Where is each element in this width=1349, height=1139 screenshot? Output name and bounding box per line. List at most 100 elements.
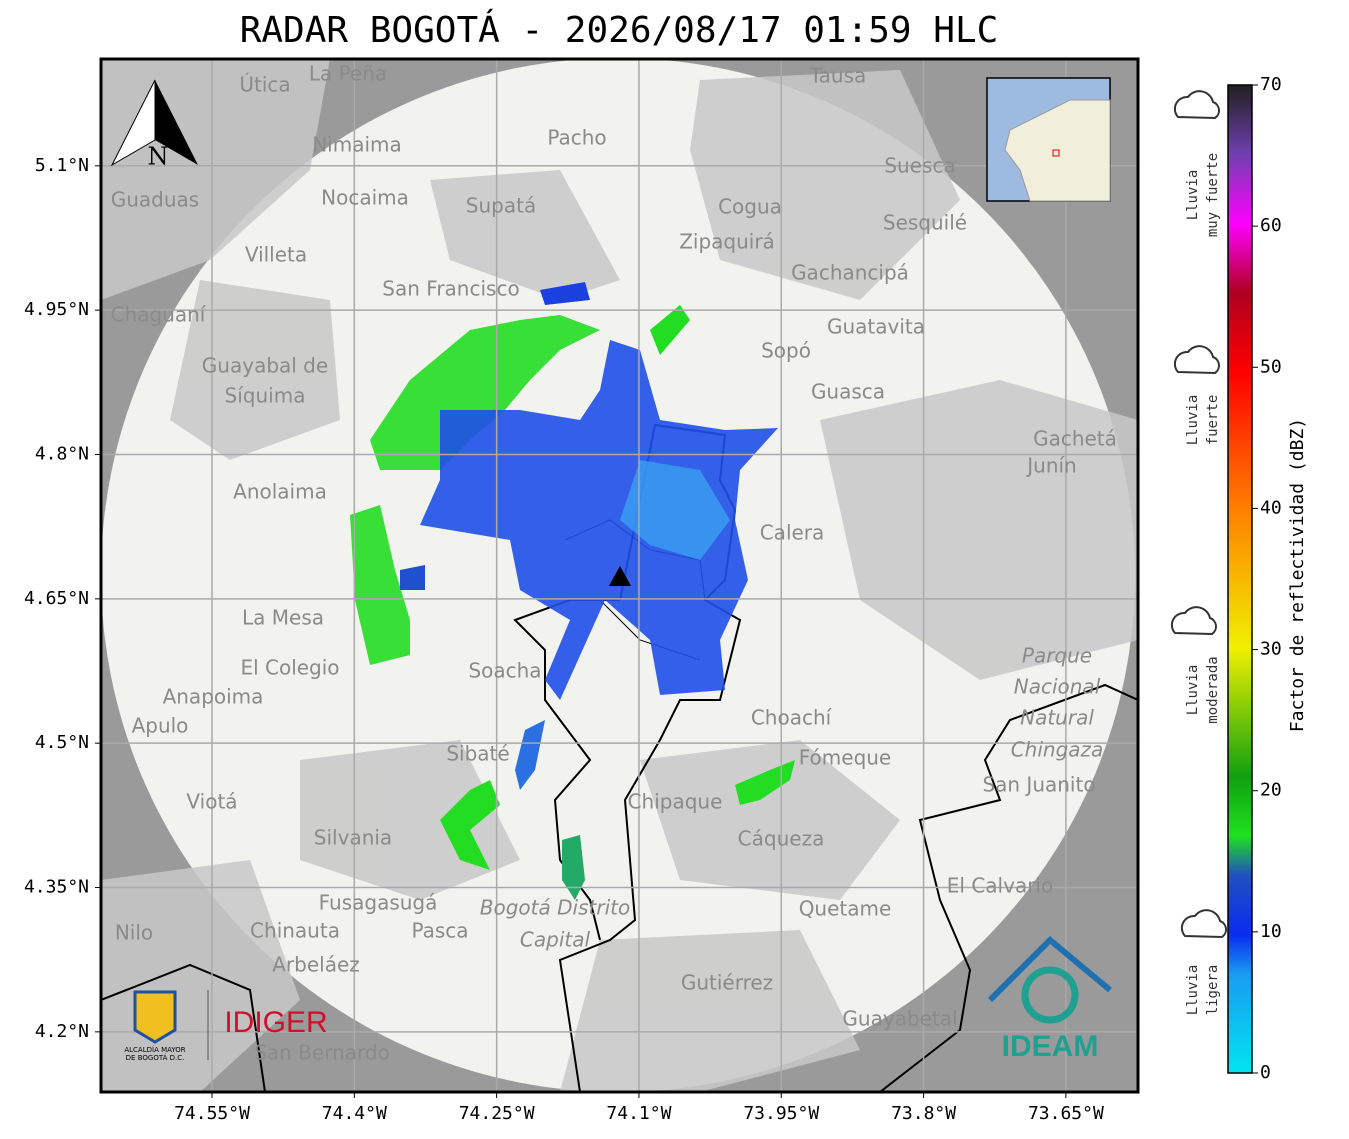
rain-label: moderada bbox=[1205, 656, 1221, 723]
place-label: El Calvario bbox=[947, 874, 1053, 898]
rain-label: Lluvia bbox=[1185, 395, 1201, 446]
place-label: Parque bbox=[1022, 644, 1092, 668]
x-tick-label: 74.55°W bbox=[174, 1103, 250, 1124]
colorbar-tick-label: 70 bbox=[1260, 74, 1282, 95]
place-label: Anapoima bbox=[163, 685, 264, 709]
overlay: 74.55°W 74.4°W 74.25°W 74.1°W 73.95°W 73.8°W 7… bbox=[24, 74, 1282, 1124]
ideam-logo: IDEAM bbox=[987, 935, 1112, 1063]
x-tick-label: 73.8°W bbox=[891, 1103, 956, 1124]
place-label: Gutiérrez bbox=[681, 971, 773, 995]
y-tick-label: 5.1°N bbox=[35, 155, 89, 176]
rain-icons bbox=[1170, 90, 1227, 939]
alcaldia-text: DE BOGOTÁ D.C. bbox=[126, 1053, 185, 1062]
radar-echoes bbox=[350, 282, 795, 900]
place-label: Capital bbox=[520, 928, 591, 952]
place-label: Chinauta bbox=[250, 919, 340, 943]
y-tick-label: 4.95°N bbox=[24, 299, 89, 320]
place-label: Fómeque bbox=[799, 746, 892, 770]
place-label: San Bernardo bbox=[254, 1041, 390, 1065]
y-tick-label: 4.65°N bbox=[24, 588, 89, 609]
place-label: Bogotá Distrito bbox=[480, 896, 630, 920]
place-label: Guaduas bbox=[111, 188, 199, 212]
place-label: Chaguaní bbox=[111, 303, 207, 327]
place-label: Junín bbox=[1025, 454, 1076, 478]
rain-label: ligera bbox=[1205, 965, 1221, 1016]
place-label: Cáqueza bbox=[738, 827, 825, 851]
place-label: Arbeláez bbox=[272, 953, 360, 977]
place-label: San Francisco bbox=[382, 277, 519, 301]
place-label: Silvania bbox=[314, 826, 392, 850]
idiger-text: IDIGER bbox=[224, 1006, 327, 1039]
place-label: Útica bbox=[239, 73, 290, 97]
x-tick-label: 73.65°W bbox=[1028, 1103, 1104, 1124]
colorbar-tick-label: 30 bbox=[1260, 639, 1282, 660]
place-label: Nocaima bbox=[321, 186, 409, 210]
rain-label: fuerte bbox=[1205, 395, 1221, 446]
colorbar-label: Factor de reflectividad (dBZ) bbox=[1287, 418, 1308, 732]
colorbar bbox=[1227, 84, 1253, 1074]
place-label: San Juanito bbox=[982, 773, 1095, 797]
place-label: Zipaquirá bbox=[679, 230, 775, 254]
place-label: Natural bbox=[1020, 706, 1094, 730]
alcaldia-text: ALCALDÍA MAYOR bbox=[124, 1045, 185, 1054]
rain-label: Lluvia bbox=[1185, 965, 1201, 1016]
place-label: Chingaza bbox=[1011, 738, 1104, 762]
x-tick-label: 74.1°W bbox=[606, 1103, 671, 1124]
place-label: Soacha bbox=[468, 659, 541, 683]
place-label: El Colegio bbox=[240, 656, 339, 680]
place-label: Anolaima bbox=[233, 480, 327, 504]
x-tick-label: 74.4°W bbox=[322, 1103, 387, 1124]
place-label: Supatá bbox=[466, 194, 536, 218]
place-label: Cogua bbox=[718, 195, 782, 219]
map-frame bbox=[99, 57, 1140, 1094]
place-label: Tausa bbox=[809, 64, 867, 88]
y-tick-label: 4.35°N bbox=[24, 877, 89, 898]
place-label: Chipaque bbox=[628, 790, 723, 814]
colorbar-tick-label: 60 bbox=[1260, 215, 1282, 236]
place-label: Nilo bbox=[115, 921, 153, 945]
title: RADAR BOGOTÁ - 2026/08/17 01:59 HLC bbox=[240, 9, 999, 51]
rain-label: muy fuerte bbox=[1205, 153, 1221, 237]
north-label: N bbox=[148, 143, 169, 171]
place-label: Fusagasugá bbox=[319, 891, 438, 915]
place-label: Pasca bbox=[411, 919, 468, 943]
x-tick-label: 73.95°W bbox=[743, 1103, 819, 1124]
place-label: Nacional bbox=[1014, 675, 1101, 699]
y-tick-label: 4.2°N bbox=[35, 1021, 89, 1042]
colorbar-tick-label: 50 bbox=[1260, 356, 1282, 377]
place-label: Gachancipá bbox=[791, 261, 909, 285]
place-label: Villeta bbox=[245, 243, 307, 267]
place-label: Guatavita bbox=[827, 315, 925, 339]
place-label: Calera bbox=[760, 521, 825, 545]
map: La Peña Útica Tausa Pacho Nimaima Guaduas Noca… bbox=[101, 59, 1138, 1092]
colorbar-tick-label: 40 bbox=[1260, 497, 1282, 518]
colorbar-tick-label: 20 bbox=[1260, 780, 1282, 801]
place-label: Suesca bbox=[884, 154, 955, 178]
place-label: Guasca bbox=[811, 380, 885, 404]
place-label: Choachí bbox=[751, 706, 833, 730]
place-label: Sibaté bbox=[446, 742, 509, 766]
places: La Peña Útica Tausa Pacho Nimaima Guaduas Noca… bbox=[111, 62, 1117, 1065]
rain-label: Lluvia bbox=[1185, 665, 1201, 716]
inset-map bbox=[986, 77, 1111, 202]
alcaldia-logo: ALCALDÍA MAYOR DE BOGOTÁ D.C. IDIGER bbox=[124, 990, 328, 1062]
place-label: Apulo bbox=[132, 714, 189, 738]
place-label: Quetame bbox=[799, 897, 892, 921]
place-label: La Mesa bbox=[242, 606, 324, 630]
radar-site bbox=[609, 566, 631, 586]
x-tick-label: 74.25°W bbox=[459, 1103, 535, 1124]
place-label: Sesquilé bbox=[883, 211, 967, 235]
colorbar-tick-label: 0 bbox=[1260, 1062, 1271, 1083]
y-tick-label: 4.8°N bbox=[35, 443, 89, 464]
y-tick-label: 4.5°N bbox=[35, 732, 89, 753]
place-label: Pacho bbox=[547, 126, 606, 150]
place-label: Gachetá bbox=[1033, 427, 1117, 451]
ideam-text: IDEAM bbox=[1002, 1030, 1099, 1063]
place-label: Guayabal de bbox=[202, 354, 328, 378]
place-label: Síquima bbox=[225, 384, 306, 408]
rain-label: Lluvia bbox=[1185, 170, 1201, 221]
place-label: Guayabetal bbox=[842, 1007, 957, 1031]
place-label: Viotá bbox=[186, 790, 237, 814]
place-label: Nimaima bbox=[312, 133, 402, 157]
